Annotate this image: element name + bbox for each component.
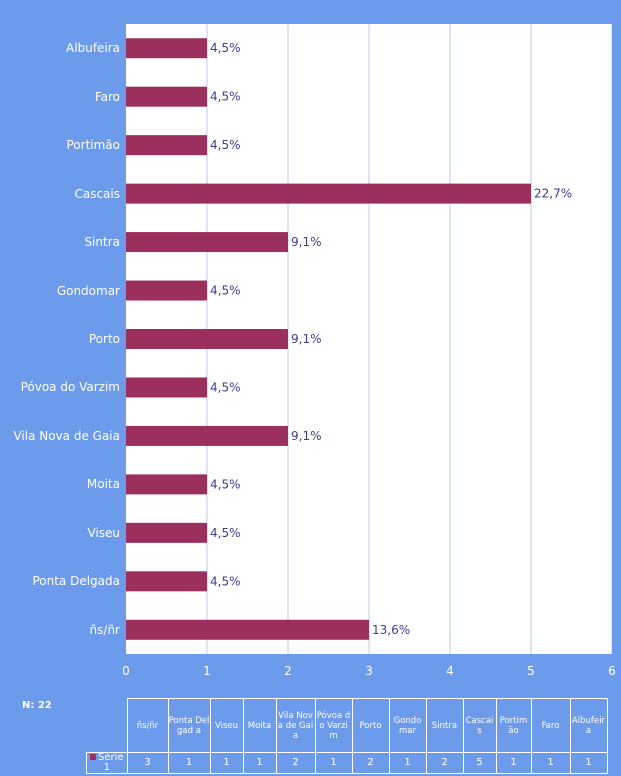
table-column-header: Gondo mar	[388, 698, 427, 753]
data-label: 4,5%	[210, 90, 241, 104]
data-label: 4,5%	[210, 526, 241, 540]
x-tick-label: 1	[203, 664, 211, 678]
bar	[126, 183, 531, 204]
table-cell: 1	[530, 752, 571, 774]
x-tick-label: 5	[527, 664, 535, 678]
table-cell: 2	[425, 752, 464, 774]
table-cell: 3	[126, 752, 169, 774]
bar	[126, 329, 288, 349]
table-cell: 1	[242, 752, 277, 774]
category-label: Vila Nova de Gaia	[13, 428, 120, 443]
table-cell: 1	[167, 752, 211, 774]
bar	[126, 232, 288, 253]
table-cell: 2	[275, 752, 316, 774]
table-column-header: ñs/ñr	[126, 698, 169, 753]
table-column-header: Viseu	[209, 698, 244, 753]
category-label: Gondomar	[56, 283, 120, 298]
bar	[126, 135, 207, 156]
bar	[126, 474, 207, 495]
data-table: ñs/ñr Ponta Delgad a Viseu Moita Vila Nova d…	[86, 698, 608, 774]
data-label: 13,6%	[372, 623, 410, 637]
category-label: Ponta Delgada	[32, 574, 120, 589]
legend-key-serie1: Série1	[86, 752, 128, 774]
table-cell: 2	[351, 752, 390, 774]
category-label: Moita	[86, 477, 120, 492]
data-label: 4,5%	[210, 477, 241, 491]
category-label: Porto	[88, 332, 120, 346]
table-column-header: Portim ão	[495, 698, 532, 753]
data-label: 4,5%	[210, 380, 241, 394]
table-cell: 1	[495, 752, 532, 774]
table-column-header: Albufeir a	[569, 698, 608, 753]
table-column-header: Vila Nova de Gaia	[275, 698, 316, 753]
bar	[126, 377, 207, 398]
data-label: 9,1%	[291, 332, 322, 346]
category-label: ñs/ñr	[89, 622, 120, 637]
table-column-header: Cascai s	[462, 698, 497, 753]
data-label: 9,1%	[291, 429, 322, 443]
table-column-header: Sintra	[425, 698, 464, 753]
plot-area: 4,5% 4,5% 4,5% 22,7% 9,1% 4,5% 9,1% 4,5% 9,1% 4,5…	[126, 24, 612, 654]
category-label: Portimão	[66, 138, 120, 153]
bar	[126, 571, 207, 592]
category-label: Viseu	[87, 525, 120, 540]
data-label: 4,5%	[210, 138, 241, 152]
bar	[126, 38, 207, 59]
data-table-header-row: ñs/ñr Ponta Delgad a Viseu Moita Vila Nova d…	[87, 698, 608, 753]
bar	[126, 280, 207, 301]
data-label: 4,5%	[210, 284, 241, 298]
table-column-header: Porto	[351, 698, 390, 753]
x-tick-label: 2	[284, 664, 292, 678]
category-label: Sintra	[84, 235, 120, 250]
table-cell: 1	[388, 752, 427, 774]
table-column-header: Ponta Delgad a	[167, 698, 211, 753]
bar	[126, 86, 207, 107]
table-column-header: Faro	[530, 698, 571, 753]
legend-swatch	[89, 754, 96, 760]
bar	[126, 619, 369, 640]
legend-series-name: Série1	[97, 752, 124, 773]
category-label: Póvoa do Varzim	[20, 380, 120, 395]
table-cell: 1	[569, 752, 608, 774]
x-tick-label: 3	[365, 664, 373, 678]
x-tick-label: 4	[446, 664, 454, 678]
table-column-header: Moita	[242, 698, 277, 753]
bar-chart: 4,5% 4,5% 4,5% 22,7% 9,1% 4,5% 9,1% 4,5% 9,1% 4,5…	[126, 24, 612, 654]
x-tick-label: 0	[122, 664, 130, 678]
data-label: 4,5%	[210, 574, 241, 588]
table-cell: 5	[462, 752, 497, 774]
data-label: 9,1%	[291, 235, 322, 249]
category-label: Cascais	[74, 186, 120, 201]
data-label: 4,5%	[210, 41, 241, 55]
data-table-corner	[87, 699, 128, 753]
table-cell: 1	[209, 752, 244, 774]
bar	[126, 425, 288, 446]
category-label: Faro	[94, 89, 120, 104]
x-tick-label: 6	[608, 664, 616, 678]
table-cell: 1	[314, 752, 353, 774]
data-label: 22,7%	[534, 187, 572, 201]
bar	[126, 522, 207, 543]
table-column-header: Póvoa do Varzim	[314, 698, 353, 753]
category-label: Albufeira	[66, 41, 120, 56]
sample-size-note: N: 22	[22, 700, 52, 711]
